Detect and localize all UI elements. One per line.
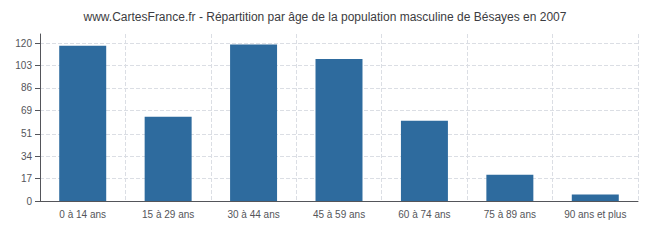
svg-text:60 à 74 ans: 60 à 74 ans	[398, 209, 450, 220]
svg-text:0 à 14 ans: 0 à 14 ans	[59, 209, 106, 220]
svg-text:34: 34	[21, 151, 33, 162]
svg-text:90 ans et plus: 90 ans et plus	[564, 209, 626, 220]
svg-text:0: 0	[26, 196, 32, 207]
svg-text:51: 51	[21, 128, 33, 139]
svg-text:www.CartesFrance.fr - Répartit: www.CartesFrance.fr - Répartition par âg…	[83, 10, 567, 24]
svg-text:75 à 89 ans: 75 à 89 ans	[484, 209, 536, 220]
svg-text:45 à 59 ans: 45 à 59 ans	[313, 209, 365, 220]
svg-text:30 à 44 ans: 30 à 44 ans	[227, 209, 279, 220]
svg-text:17: 17	[21, 173, 33, 184]
svg-text:103: 103	[15, 60, 32, 71]
svg-text:69: 69	[21, 105, 33, 116]
svg-text:120: 120	[15, 38, 32, 49]
svg-text:15 à 29 ans: 15 à 29 ans	[142, 209, 194, 220]
svg-text:86: 86	[21, 82, 33, 93]
